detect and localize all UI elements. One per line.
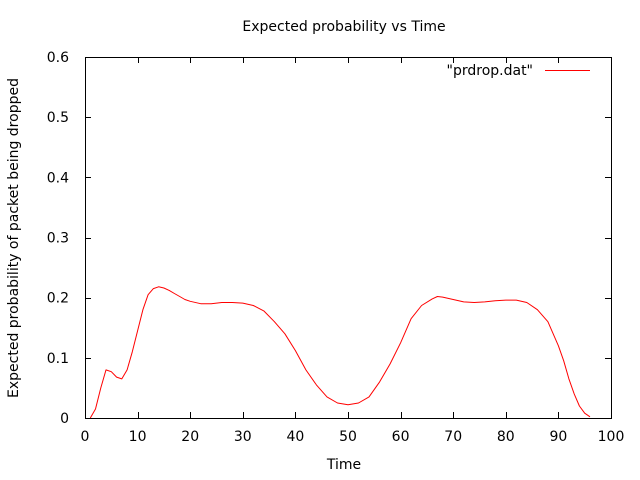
x-tick-label: 100	[598, 429, 625, 445]
x-tick-label: 90	[549, 429, 567, 445]
x-tick-label: 60	[392, 429, 410, 445]
chart-title: Expected probability vs Time	[242, 19, 445, 35]
y-tick-label: 0.3	[47, 231, 69, 247]
y-tick-label: 0	[60, 411, 69, 427]
x-tick-label: 0	[81, 429, 90, 445]
axis-ticks: 0 10 20 30 40 50 60 70 80 90 100 0 0.1 0.2 0.3 0.4 0.5 0.…	[47, 50, 625, 445]
plot-frame	[85, 57, 612, 419]
x-tick-label: 40	[286, 429, 304, 445]
y-tick-label: 0.2	[47, 291, 69, 307]
y-tick-label: 0.4	[47, 170, 69, 186]
x-tick-label: 50	[339, 429, 357, 445]
x-tick-label: 30	[234, 429, 252, 445]
y-tick-label: 0.1	[47, 351, 69, 367]
plot-frame-group	[85, 57, 612, 419]
legend: "prdrop.dat"	[447, 63, 590, 79]
x-tick-label: 70	[444, 429, 462, 445]
y-tick-label: 0.5	[47, 110, 69, 126]
series-layer	[89, 286, 591, 419]
x-tick-label: 10	[129, 429, 147, 445]
x-axis-label: Time	[326, 457, 361, 473]
x-tick-label: 20	[181, 429, 199, 445]
x-tick-label: 80	[497, 429, 515, 445]
y-tick-label: 0.6	[47, 50, 69, 66]
y-axis-label: Expected probability of packet being dro…	[6, 78, 22, 398]
legend-label: "prdrop.dat"	[447, 63, 533, 79]
series-line	[89, 286, 591, 419]
